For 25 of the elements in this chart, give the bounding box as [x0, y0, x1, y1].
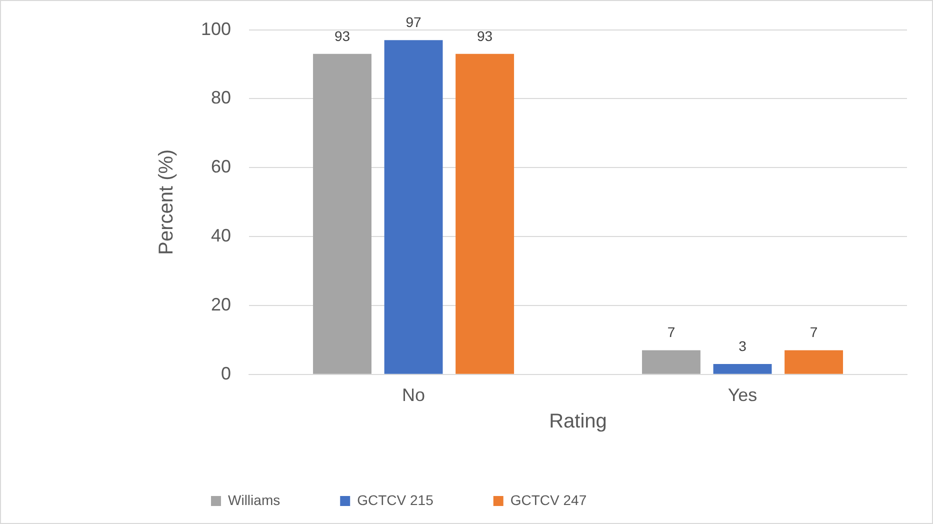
bar — [456, 54, 514, 374]
data-label: 93 — [477, 28, 493, 44]
legend-label: GCTCV 247 — [510, 492, 587, 508]
x-axis-title: Rating — [549, 410, 607, 433]
bar — [713, 364, 772, 374]
x-tick-label: No — [402, 385, 426, 406]
data-label: 3 — [738, 338, 747, 354]
legend-label: GCTCV 215 — [357, 492, 434, 508]
bar — [784, 350, 844, 374]
x-tick-label: Yes — [728, 385, 758, 406]
data-label: 93 — [334, 28, 350, 44]
y-tick-label: 20 — [211, 294, 232, 314]
legend-label: Williams — [228, 492, 280, 508]
y-tick-label: 40 — [211, 226, 232, 246]
bar — [313, 54, 372, 374]
y-axis-title: Percent (%) — [156, 149, 178, 255]
bar — [642, 350, 700, 374]
y-tick-label: 0 — [221, 363, 232, 384]
y-tick-label: 60 — [211, 156, 232, 177]
bar — [384, 40, 443, 374]
data-label: 97 — [406, 14, 422, 30]
data-label: 7 — [667, 324, 676, 340]
data-label: 7 — [810, 324, 818, 340]
y-tick-label: 100 — [200, 18, 232, 39]
y-tick-label: 80 — [211, 88, 232, 108]
